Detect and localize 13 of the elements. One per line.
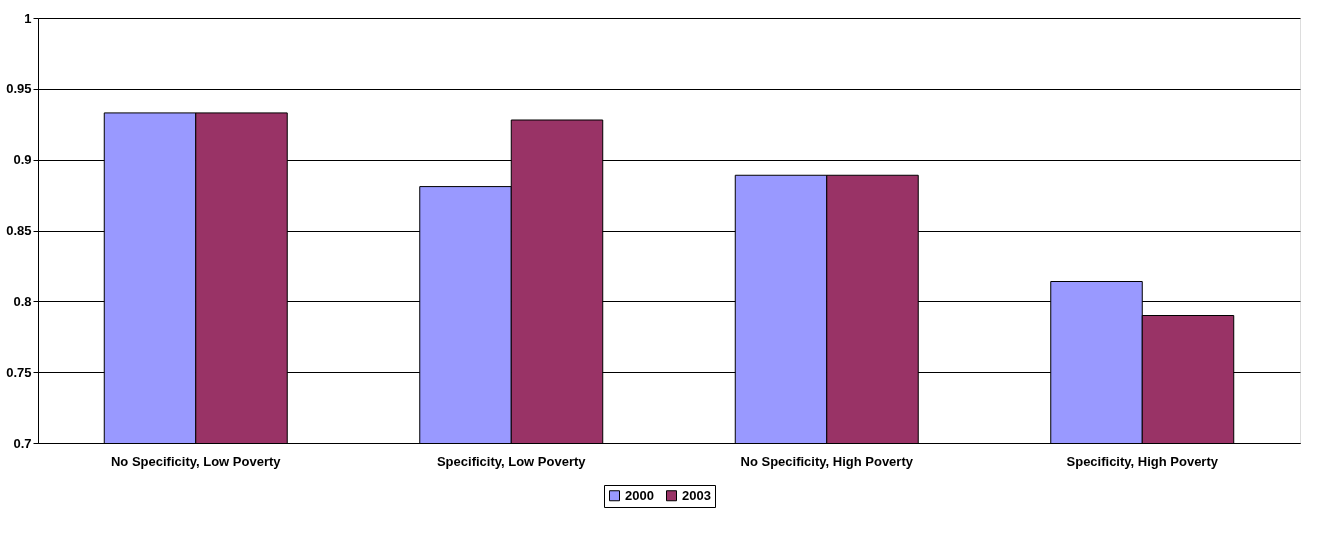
y-tick-label: 0.7 [13, 435, 32, 451]
legend-label: 2000 [625, 487, 654, 503]
y-tick-label: 0.8 [13, 293, 32, 309]
x-tick-label: Specificity, Low Poverty [436, 453, 587, 469]
y-tick-label: 0.75 [6, 364, 32, 380]
x-tick-label: No Specificity, High Poverty [740, 453, 914, 469]
y-tick-label: 0.95 [6, 81, 32, 97]
x-tick-label: No Specificity, Low Poverty [110, 453, 282, 469]
y-tick-label: 0.85 [6, 223, 32, 238]
y-tick-label: 0.9 [13, 152, 32, 168]
legend-label: 2003 [682, 487, 711, 503]
x-tick-label: Specificity, High Poverty [1066, 453, 1219, 469]
y-tick-label: 1 [24, 10, 32, 26]
